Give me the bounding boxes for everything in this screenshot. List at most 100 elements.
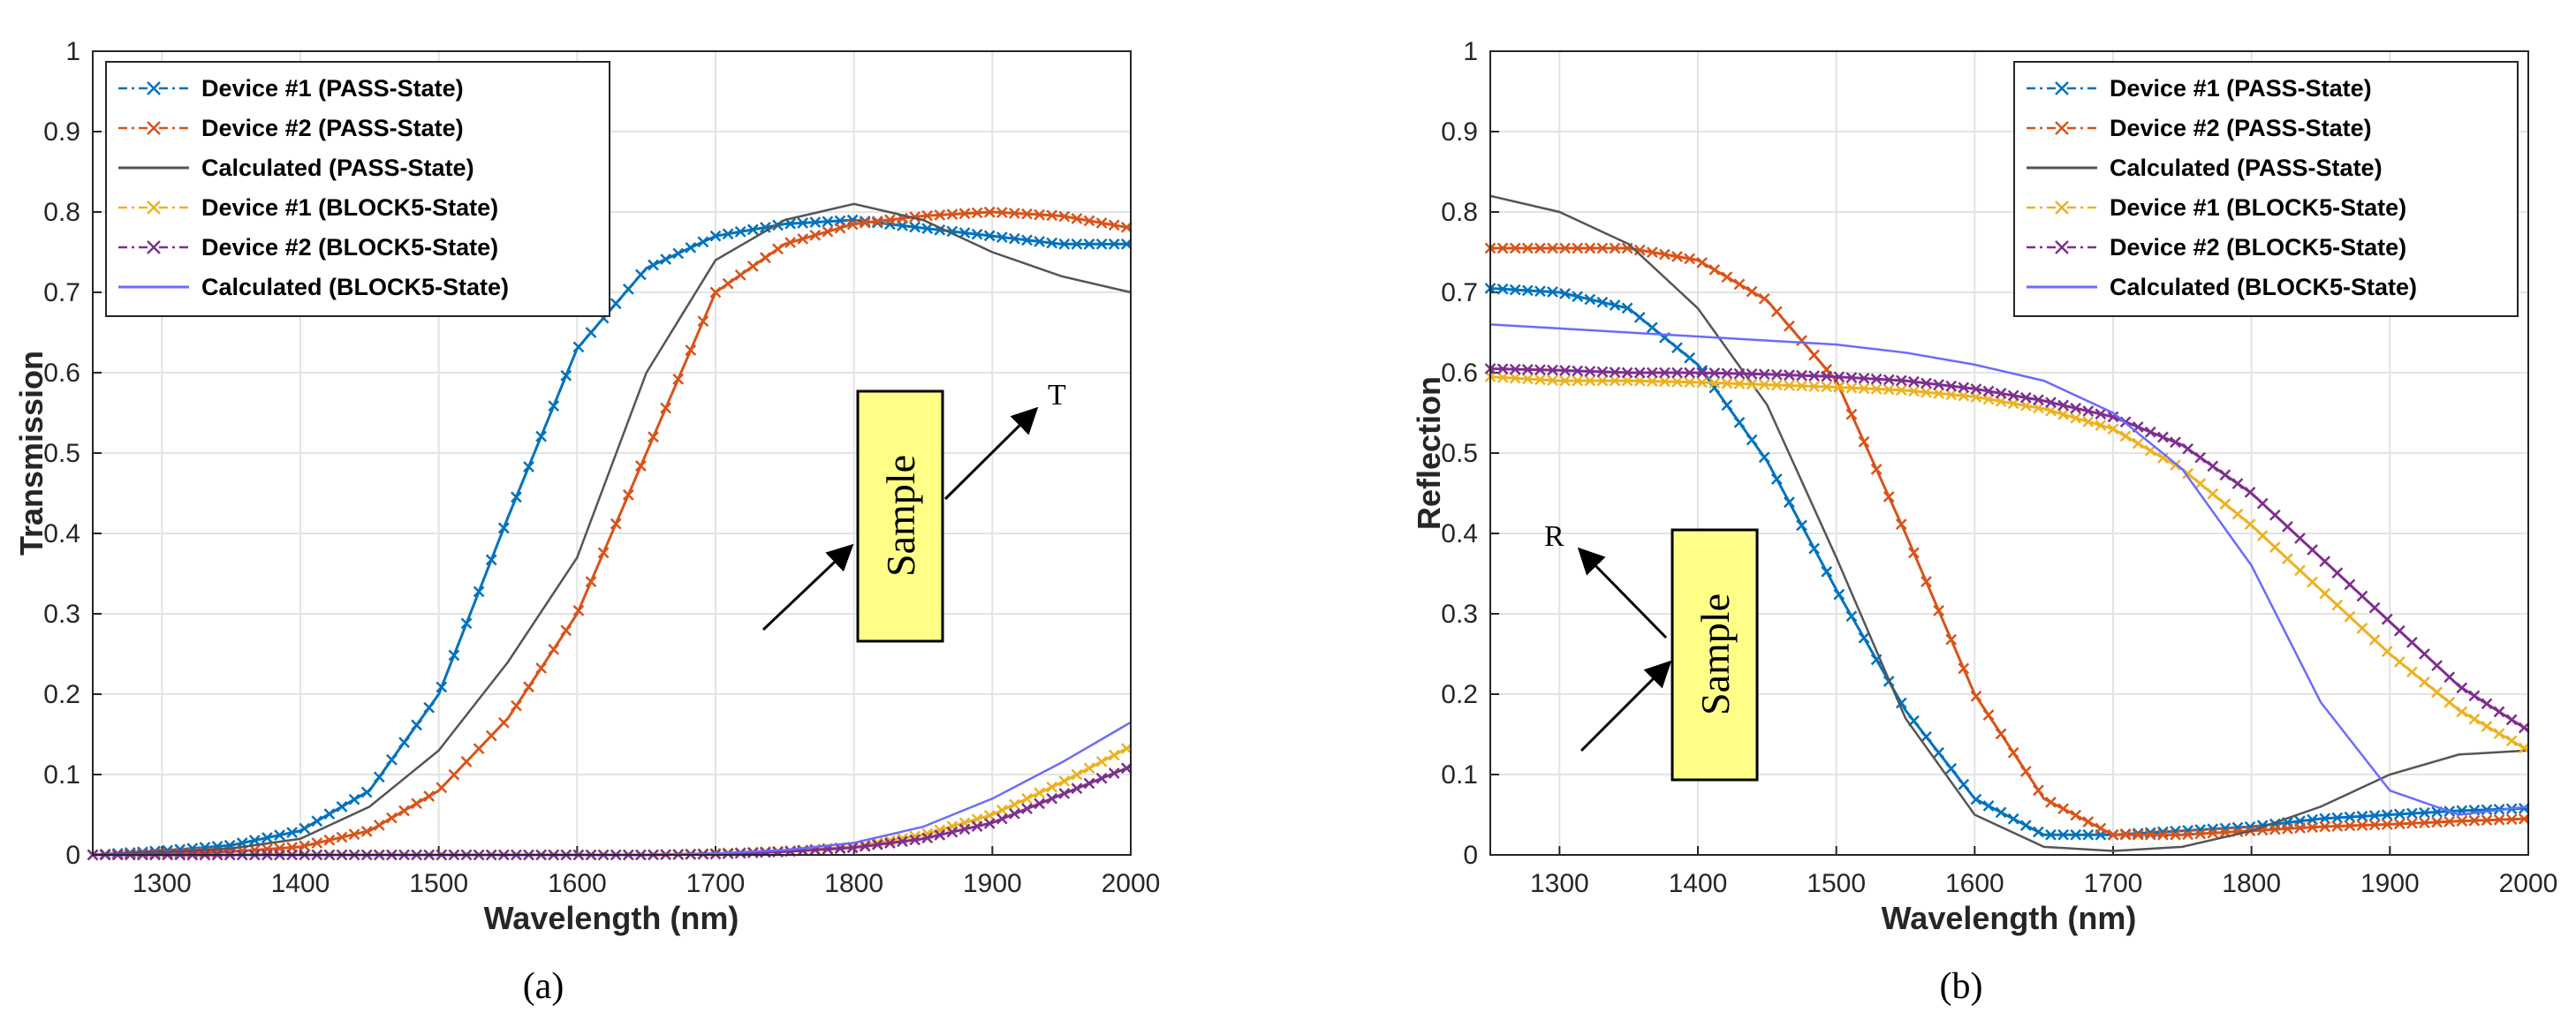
data-point xyxy=(1659,248,1671,261)
data-point xyxy=(1559,288,1571,299)
data-point xyxy=(523,681,534,693)
data-point xyxy=(971,820,983,832)
data-point xyxy=(1559,242,1571,254)
data-point xyxy=(2107,828,2119,841)
data-point xyxy=(2057,399,2069,412)
data-point xyxy=(2505,813,2518,826)
data-point xyxy=(585,327,597,338)
data-point xyxy=(1945,389,1958,401)
data-point xyxy=(859,840,871,852)
data-point xyxy=(1970,383,1982,395)
data-point xyxy=(1921,730,1932,743)
data-point xyxy=(1784,380,1795,391)
data-point xyxy=(2207,460,2219,472)
data-point xyxy=(336,801,348,813)
data-point xyxy=(1559,365,1571,376)
data-point xyxy=(2481,721,2493,732)
data-point xyxy=(1547,374,1558,387)
data-point xyxy=(846,842,859,854)
data-series xyxy=(1484,194,2530,852)
data-point xyxy=(1746,434,1758,446)
data-point xyxy=(934,209,946,221)
data-point xyxy=(846,218,859,231)
data-point xyxy=(1858,372,1870,384)
legend: Device #1 (PASS-State) Device #2 (PASS-St… xyxy=(2013,61,2519,317)
data-point xyxy=(1009,208,1020,219)
data-point xyxy=(2493,728,2505,739)
data-point xyxy=(822,225,834,238)
transmitted-arrow xyxy=(943,406,1039,501)
data-point xyxy=(360,826,373,837)
data-point xyxy=(1046,209,1058,222)
data-point xyxy=(672,247,685,260)
sample-annotation: Sample T xyxy=(761,379,1066,643)
data-point xyxy=(1071,782,1083,795)
data-point xyxy=(1684,367,1695,379)
data-point xyxy=(1046,781,1058,793)
data-point xyxy=(622,488,634,501)
data-point xyxy=(2070,828,2082,841)
data-point xyxy=(2393,808,2406,820)
data-point xyxy=(1496,242,1509,254)
legend-box xyxy=(2013,61,2519,317)
data-point xyxy=(958,823,971,835)
x-axis-label: Wavelength (nm) xyxy=(484,900,739,936)
data-point xyxy=(2282,822,2293,835)
data-point xyxy=(2207,488,2219,500)
data-point xyxy=(2119,430,2132,442)
data-point xyxy=(2493,813,2505,826)
data-point xyxy=(2282,520,2293,533)
data-point xyxy=(1095,217,1108,229)
data-point xyxy=(2170,828,2181,841)
data-point xyxy=(1995,728,2007,740)
data-point xyxy=(1083,238,1095,250)
data-point xyxy=(2045,828,2057,841)
data-point xyxy=(1833,371,1845,383)
data-point xyxy=(1758,368,1770,381)
data-point xyxy=(2331,567,2344,579)
axes-box xyxy=(1489,50,2529,856)
y-tick-label: 0.8 xyxy=(43,198,80,227)
data-point xyxy=(1521,242,1534,254)
data-point xyxy=(411,719,422,731)
y-tick-label: 0.9 xyxy=(43,117,80,147)
data-point xyxy=(722,277,734,290)
y-tick-label: 0 xyxy=(1463,841,1478,870)
data-point xyxy=(2518,803,2530,814)
data-point xyxy=(1021,234,1033,246)
data-point xyxy=(1908,385,1920,397)
data-point xyxy=(2319,820,2331,833)
legend-marker xyxy=(147,121,161,135)
data-point xyxy=(2356,810,2368,822)
data-point xyxy=(2095,408,2107,420)
data-point xyxy=(2505,714,2518,726)
data-point xyxy=(2368,810,2381,821)
legend-item: Device #1 (PASS-State) xyxy=(2027,75,2372,102)
data-point xyxy=(1083,762,1095,775)
data-point xyxy=(1509,363,1521,375)
data-point xyxy=(2344,811,2356,823)
data-point xyxy=(1895,518,1907,531)
data-point xyxy=(560,369,572,382)
data-point xyxy=(1058,788,1071,799)
data-point xyxy=(1883,374,1895,386)
data-point xyxy=(1708,367,1721,379)
data-point xyxy=(2182,828,2193,841)
data-point xyxy=(648,259,659,271)
data-point xyxy=(958,227,971,239)
data-point xyxy=(1058,210,1071,223)
data-point xyxy=(2443,671,2456,684)
data-point xyxy=(871,839,883,850)
data-point xyxy=(1021,792,1033,805)
data-point xyxy=(809,216,822,229)
data-point xyxy=(286,827,298,839)
y-tick-label: 0.5 xyxy=(1441,439,1478,468)
data-point xyxy=(1721,271,1733,283)
data-point xyxy=(1659,375,1671,388)
data-point xyxy=(2319,813,2331,825)
legend-label: Calculated (PASS-State) xyxy=(2110,155,2383,181)
data-point xyxy=(797,233,809,245)
data-point xyxy=(1108,767,1120,779)
data-point xyxy=(1746,285,1758,298)
data-point xyxy=(1845,382,1858,394)
